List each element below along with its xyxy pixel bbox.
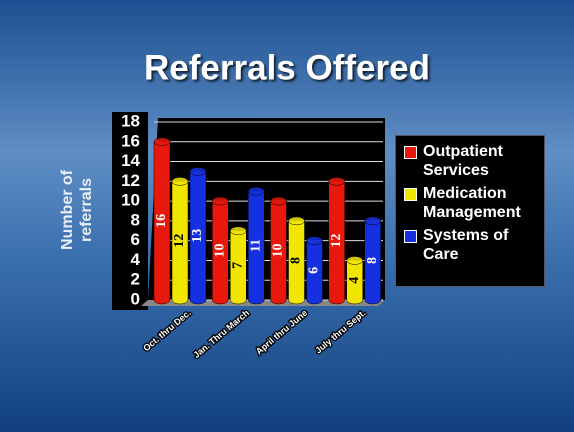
bar [189,171,207,305]
bar-top [153,137,171,147]
bar [346,260,363,305]
bar-top [230,226,247,236]
data-label: 12 [172,234,187,248]
bar [171,181,189,305]
bar [230,230,247,305]
y-tick-label: 12 [121,171,140,190]
plot-area [148,118,385,300]
legend-swatch [404,146,417,159]
legend-label: Medication Management [423,185,521,221]
y-tick-label: 2 [131,270,140,289]
bar-top [248,186,265,196]
data-label: 6 [307,267,322,274]
bar-top [288,216,305,226]
y-tick-label: 10 [121,191,140,210]
data-label: 11 [248,239,263,252]
data-label: 10 [271,244,286,258]
bar-top [306,236,323,245]
chart-title: Referrals Offered [144,48,430,87]
bar-top [212,196,229,206]
legend-item: Outpatient Services [400,142,540,180]
y-tick-label: 18 [121,111,140,130]
legend-label: Outpatient Services [423,143,503,179]
legend-label: Systems of Care [423,227,509,263]
bar [328,181,345,305]
bar [248,190,265,305]
data-label: 10 [212,244,227,258]
y-tick-label: 14 [121,151,140,170]
bar-top [328,177,345,186]
bar [270,200,287,305]
bar [306,240,323,305]
data-label: 4 [347,277,362,284]
bar [364,220,381,305]
bar-top [270,196,287,206]
bar [212,200,229,305]
y-tick-label: 6 [131,230,140,249]
y-tick-label: 8 [131,210,140,229]
y-axis-label: Number of referrals [59,170,95,250]
data-label: 12 [329,234,344,248]
bar-top [346,256,363,265]
y-tick-label: 4 [131,250,141,269]
data-label: 8 [365,257,380,264]
bar [153,141,171,305]
data-label: 13 [190,229,205,243]
bar-top [171,177,189,186]
y-tick-label: 16 [121,131,140,150]
bar-top [189,167,207,176]
y-tick-label: 0 [131,289,140,308]
data-label: 8 [289,257,304,264]
legend-item: Systems of Care [400,226,540,264]
legend-swatch [404,230,417,243]
legend-item: Medication Management [400,184,540,222]
legend-swatch [404,188,417,201]
data-label: 16 [154,214,169,228]
y-axis-backdrop [112,112,148,310]
bar [288,220,305,305]
bar-top [364,216,381,226]
legend: Outpatient Services Medication Management… [395,135,545,287]
data-label: 7 [230,262,245,269]
